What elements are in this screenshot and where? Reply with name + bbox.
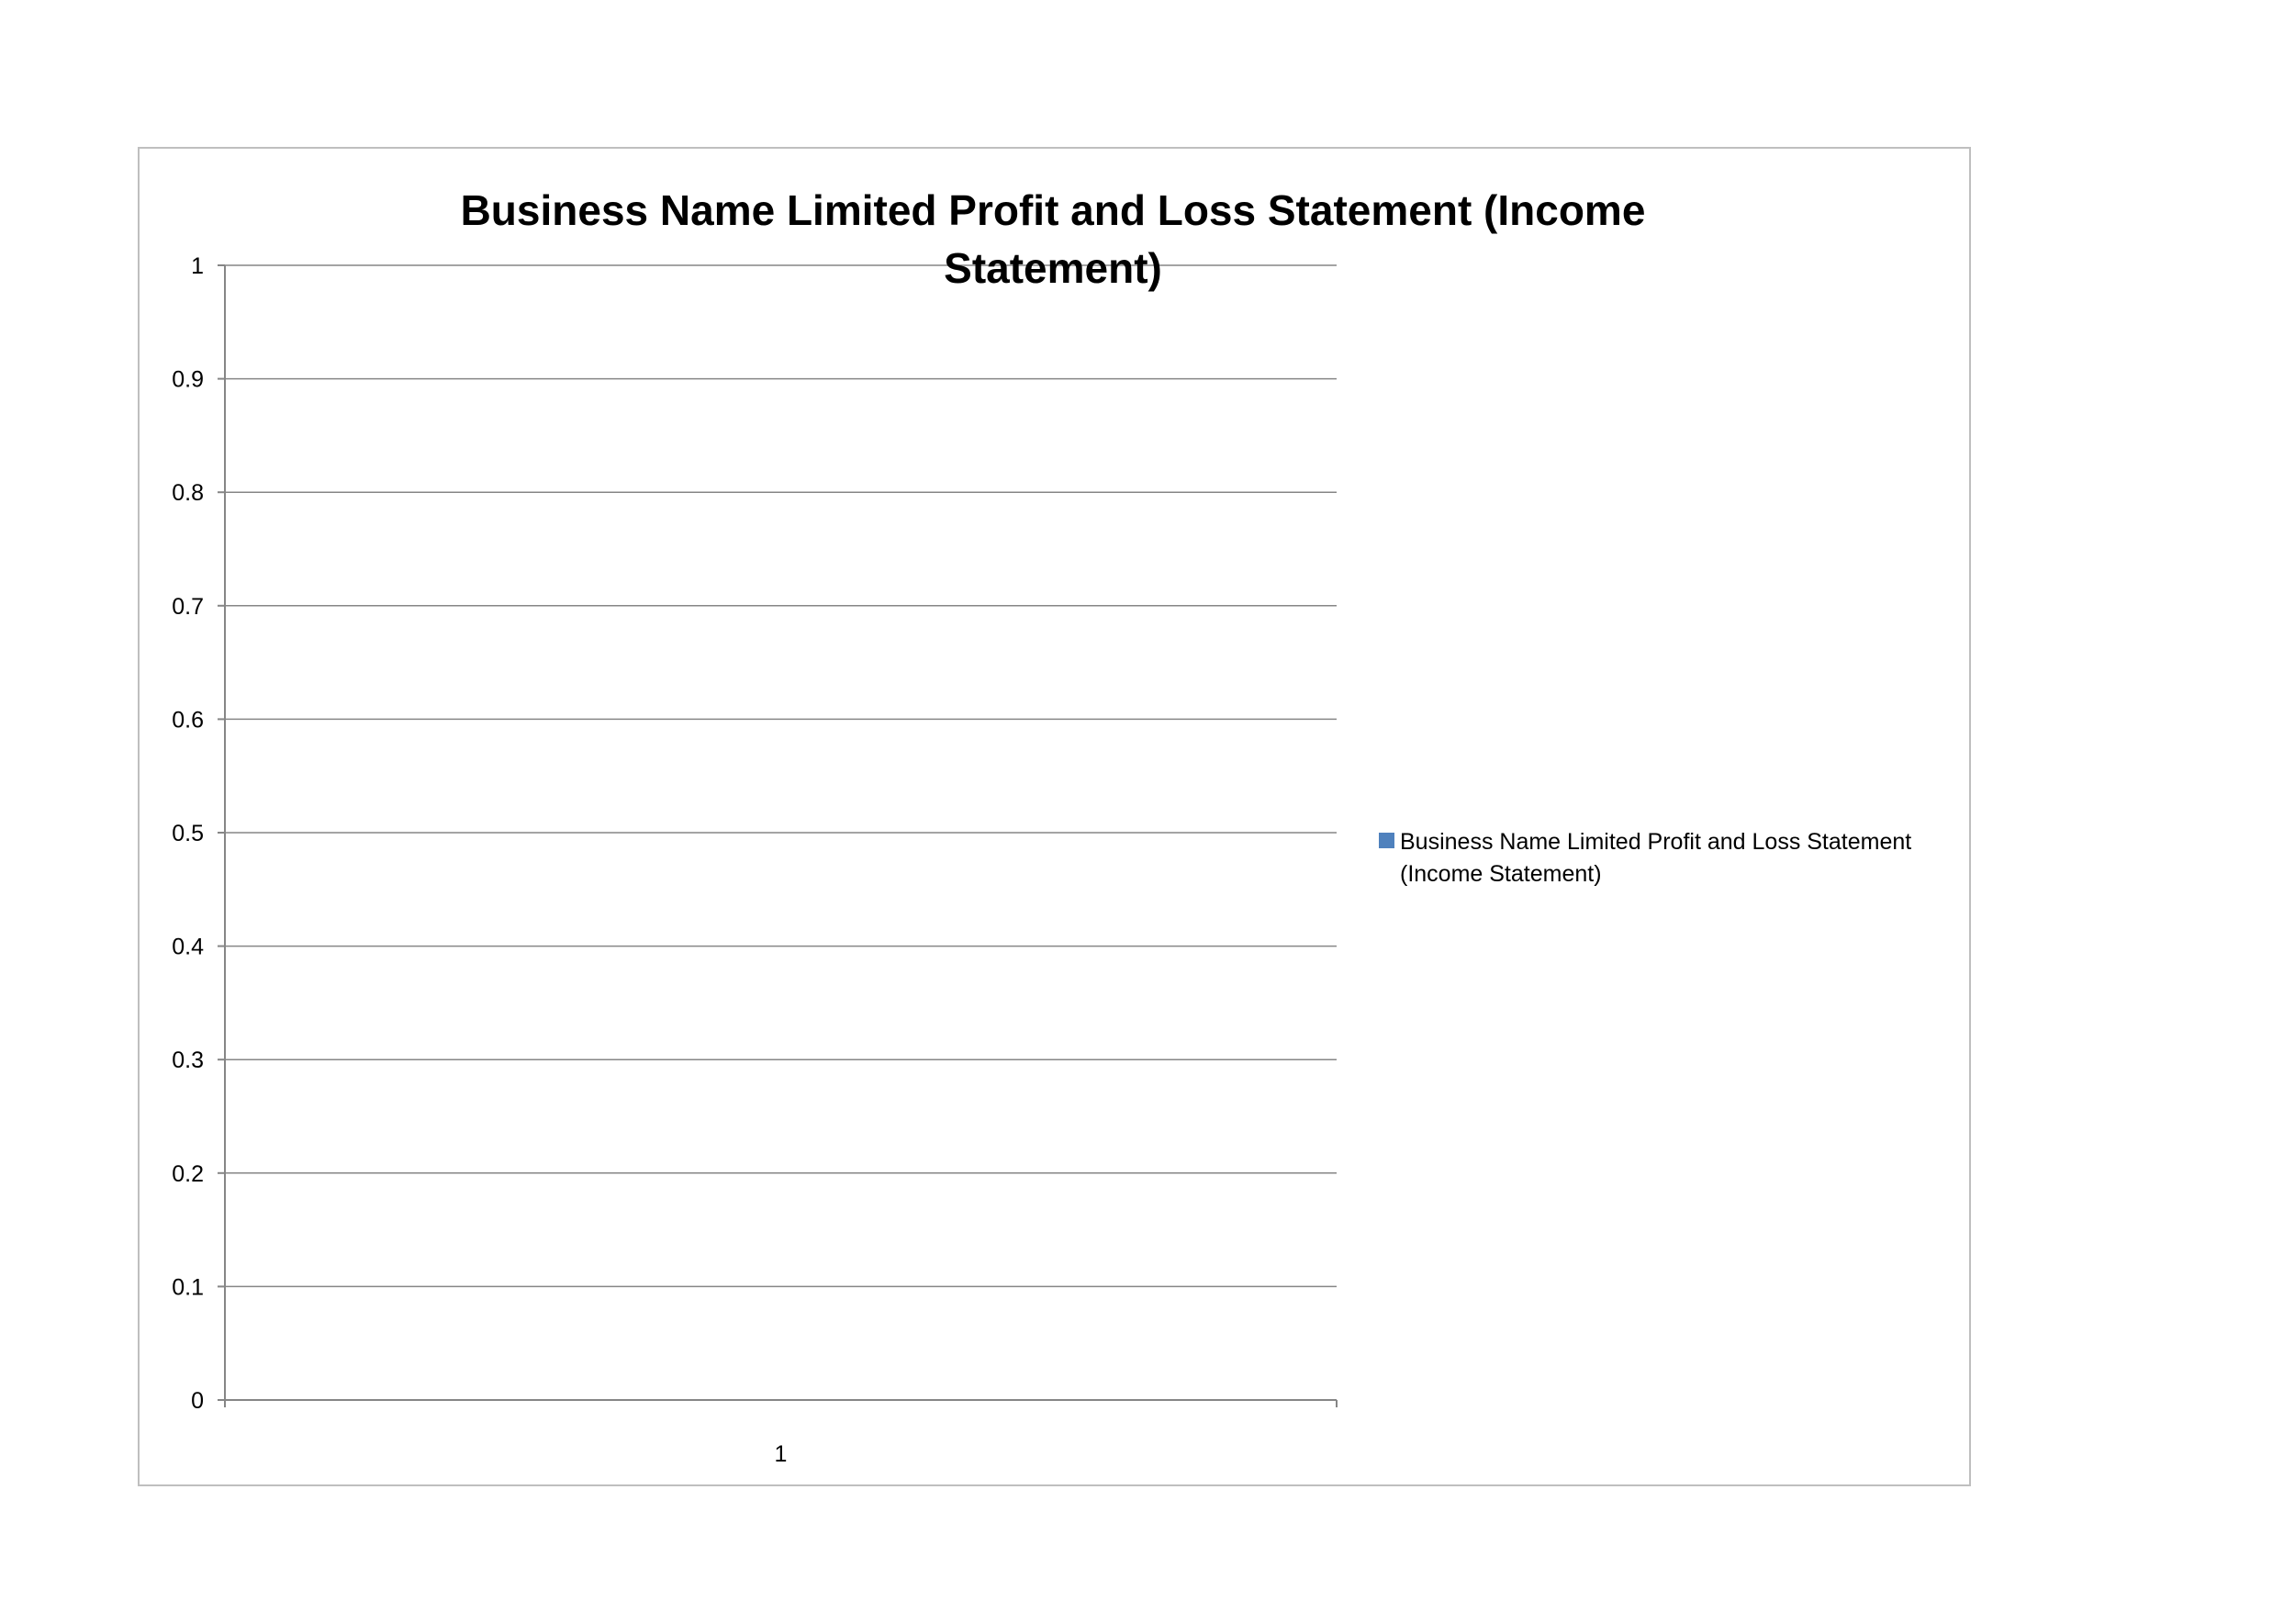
y-tick-label: 0.8 xyxy=(172,480,204,506)
y-tick-label: 0.9 xyxy=(172,367,204,393)
y-tick-label: 0.3 xyxy=(172,1047,204,1073)
y-tick-label: 0 xyxy=(191,1388,204,1414)
y-tick-label: 1 xyxy=(191,253,204,279)
chart-title-line-1: Business Name Limited Profit and Loss St… xyxy=(461,186,1646,234)
y-axis: 0 0.1 0.2 0.3 0.4 0.5 0.6 0.7 0.8 0.9 1 xyxy=(172,253,225,1414)
y-tick-label: 0.6 xyxy=(172,707,204,733)
y-tick-label: 0.1 xyxy=(172,1274,204,1300)
gridlines xyxy=(225,264,1337,1288)
y-tick-label: 0.7 xyxy=(172,594,204,620)
y-tick-label: 0.4 xyxy=(172,935,204,960)
x-tick-label: 1 xyxy=(775,1441,788,1467)
legend-label-line-1: Business Name Limited Profit and Loss St… xyxy=(1400,829,1911,855)
y-tick-label: 0.5 xyxy=(172,821,204,846)
legend-label-line-2: (Income Statement) xyxy=(1400,861,1602,887)
legend: Business Name Limited Profit and Loss St… xyxy=(1379,829,1911,887)
y-tick-label: 0.2 xyxy=(172,1161,204,1187)
chart-title-line-2: Statement) xyxy=(944,244,1162,292)
legend-marker xyxy=(1379,833,1394,848)
chart-frame xyxy=(138,147,1971,1486)
x-axis: 1 xyxy=(224,1400,1338,1467)
